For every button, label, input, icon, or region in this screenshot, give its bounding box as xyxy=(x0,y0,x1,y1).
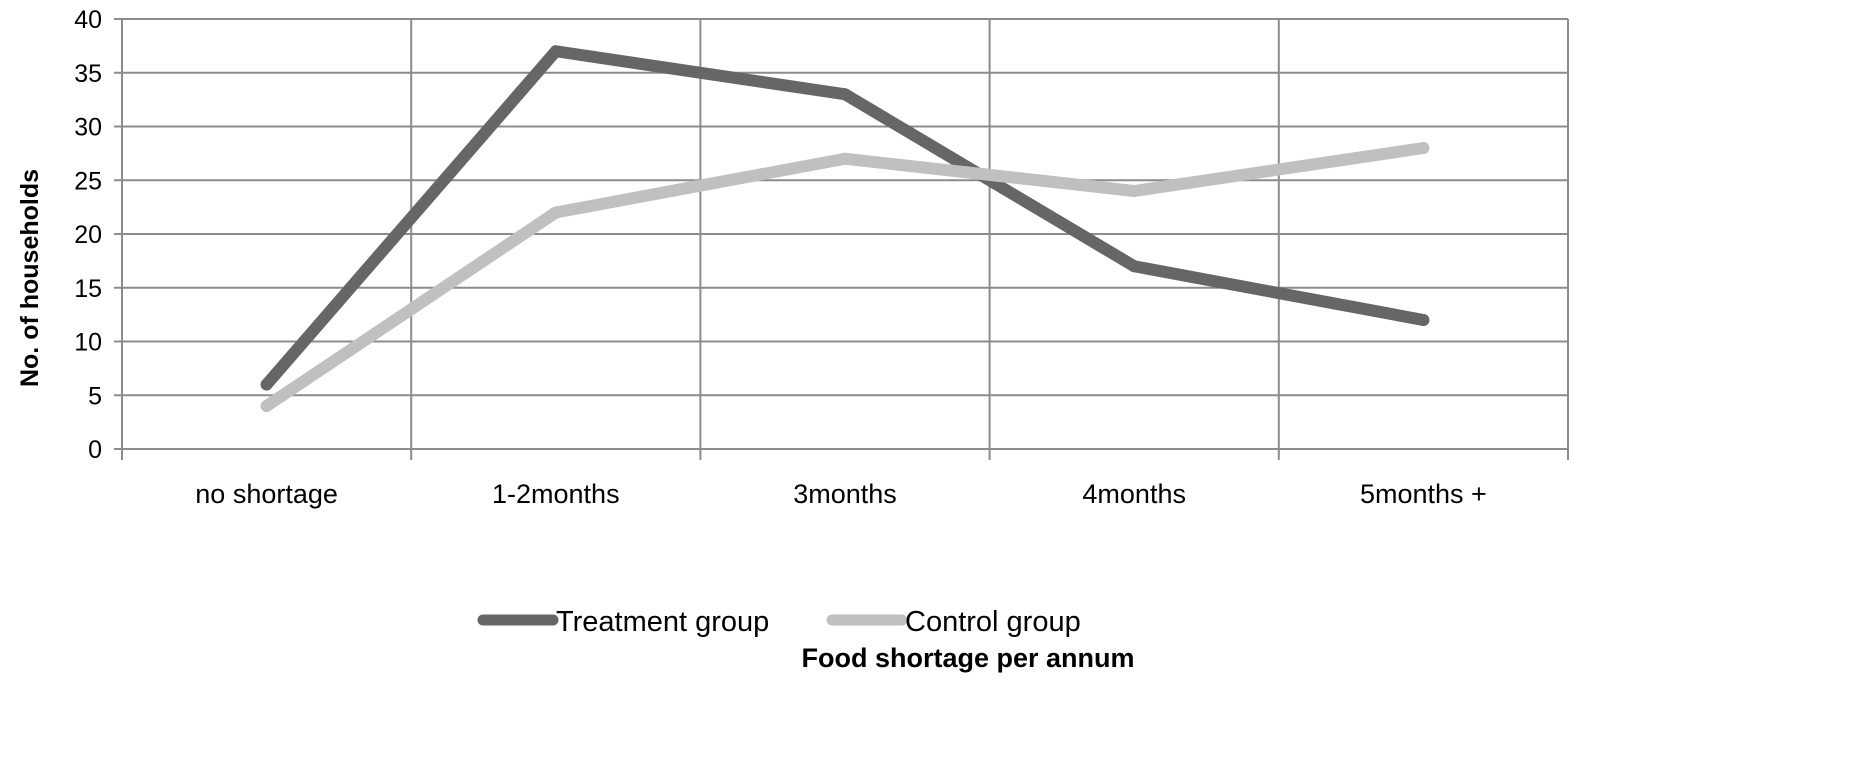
y-tick-label: 15 xyxy=(74,275,102,303)
series-line-1 xyxy=(260,45,1430,391)
x-tick-label: 5months + xyxy=(1360,479,1487,509)
data-point xyxy=(1417,314,1430,326)
data-point xyxy=(549,206,562,219)
y-tick-label: 25 xyxy=(74,167,102,195)
legend-label: Control group xyxy=(905,606,1081,638)
y-tick-label: 30 xyxy=(74,114,102,142)
y-tick-label: 5 xyxy=(88,382,102,410)
axis-layer: No. of households Food shortage per annu… xyxy=(16,6,1487,673)
data-point xyxy=(260,378,273,391)
y-tick-label: 10 xyxy=(74,329,102,357)
data-point xyxy=(839,88,851,101)
data-point xyxy=(260,400,273,412)
y-axis-title: No. of households xyxy=(16,169,44,387)
y-tick-label: 20 xyxy=(74,221,102,249)
data-point xyxy=(839,152,851,165)
x-tick-label: 1-2months xyxy=(492,479,620,509)
x-axis-title: Food shortage per annum xyxy=(801,643,1134,673)
data-point xyxy=(1128,260,1141,273)
x-tick-label: 4months xyxy=(1082,479,1186,509)
y-tick-label: 40 xyxy=(74,6,102,34)
x-tick-label: 3months xyxy=(793,479,897,509)
y-tick-label: 0 xyxy=(88,436,102,464)
series-layer xyxy=(260,45,1430,412)
legend-label: Treatment group xyxy=(556,606,769,638)
x-tick-label: no shortage xyxy=(195,479,338,509)
y-tick-label: 35 xyxy=(74,60,102,88)
data-point xyxy=(1128,185,1141,197)
data-point xyxy=(1417,142,1430,154)
grid-layer xyxy=(121,18,1569,460)
legend: Treatment group Control group xyxy=(477,606,1081,638)
data-point xyxy=(549,45,562,58)
